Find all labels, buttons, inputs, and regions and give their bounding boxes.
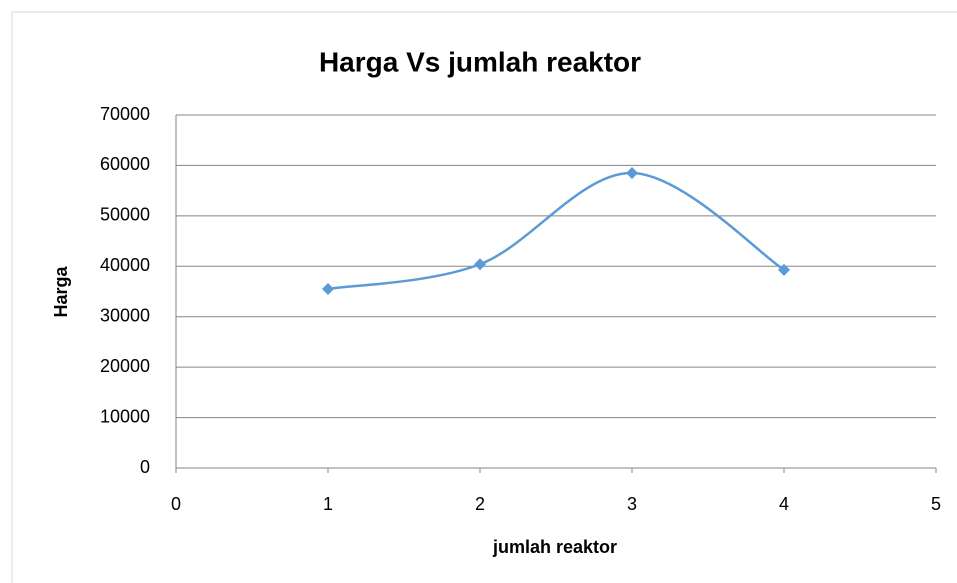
y-tick-label: 40000 xyxy=(100,255,150,275)
y-tick-label: 70000 xyxy=(100,104,150,124)
x-tick-label: 1 xyxy=(323,494,333,514)
x-tick-label: 5 xyxy=(931,494,941,514)
y-tick-label: 60000 xyxy=(100,154,150,174)
chart-title: Harga Vs jumlah reaktor xyxy=(319,46,641,77)
x-axis-label: jumlah reaktor xyxy=(492,537,617,557)
y-tick-label: 0 xyxy=(140,457,150,477)
y-tick-label: 30000 xyxy=(100,305,150,325)
x-tick-label: 4 xyxy=(779,494,789,514)
data-point xyxy=(474,258,486,271)
series-line xyxy=(327,171,785,291)
x-tick-label: 2 xyxy=(475,494,485,514)
y-tick-label: 20000 xyxy=(100,356,150,376)
x-tick-label: 3 xyxy=(627,494,637,514)
y-axis-label: Harga xyxy=(51,266,71,318)
chart-border xyxy=(11,11,957,583)
data-point xyxy=(626,166,638,179)
data-point xyxy=(322,282,334,295)
y-tick-label: 10000 xyxy=(100,406,150,426)
y-tick-label: 50000 xyxy=(100,205,150,225)
data-point xyxy=(778,263,790,276)
x-tick-label: 0 xyxy=(171,494,181,514)
